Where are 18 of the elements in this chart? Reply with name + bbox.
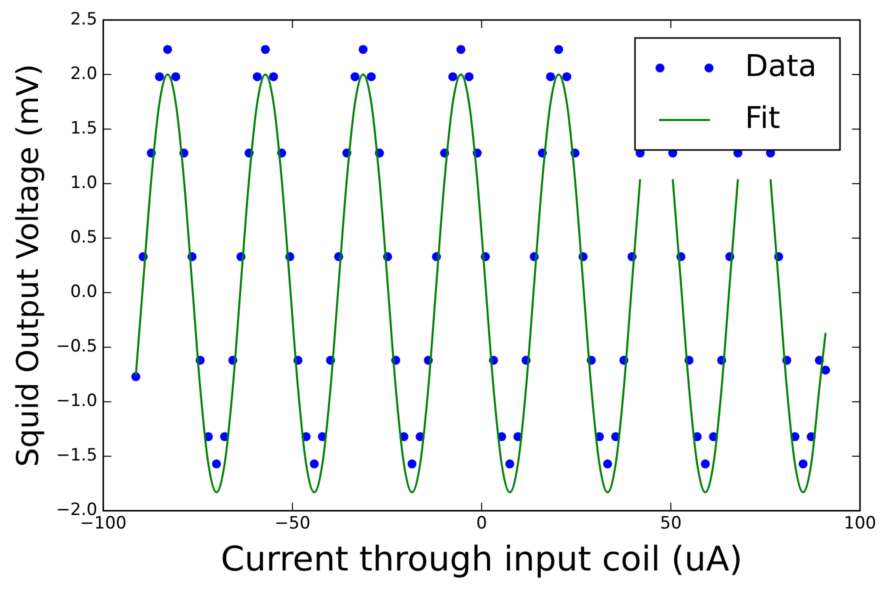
y-axis-title: Squid Output Voltage (mV) — [10, 64, 46, 467]
y-tick-label: 0.5 — [70, 228, 98, 248]
y-tick-label: 1.5 — [70, 118, 98, 138]
y-tick-label: 0.0 — [70, 282, 98, 302]
x-tick-label: 100 — [844, 513, 876, 534]
y-tick-label: 1.0 — [70, 173, 98, 194]
y-tick-label: −0.5 — [56, 336, 98, 357]
y-tick-label: −2.0 — [56, 500, 98, 520]
y-tick-label: 2.0 — [70, 64, 98, 84]
x-axis-title: Current through input coil (uA) — [220, 539, 742, 580]
x-tick-label: −50 — [274, 513, 310, 534]
legend-label: Data — [745, 48, 817, 84]
x-tick-label: 50 — [660, 513, 682, 534]
y-tick-label: −1.0 — [56, 391, 98, 412]
legend-label: Fit — [745, 100, 780, 136]
y-tick-label: 2.5 — [70, 9, 98, 30]
x-tick-label: 0 — [476, 513, 488, 534]
y-tick-label: −1.5 — [56, 446, 98, 466]
